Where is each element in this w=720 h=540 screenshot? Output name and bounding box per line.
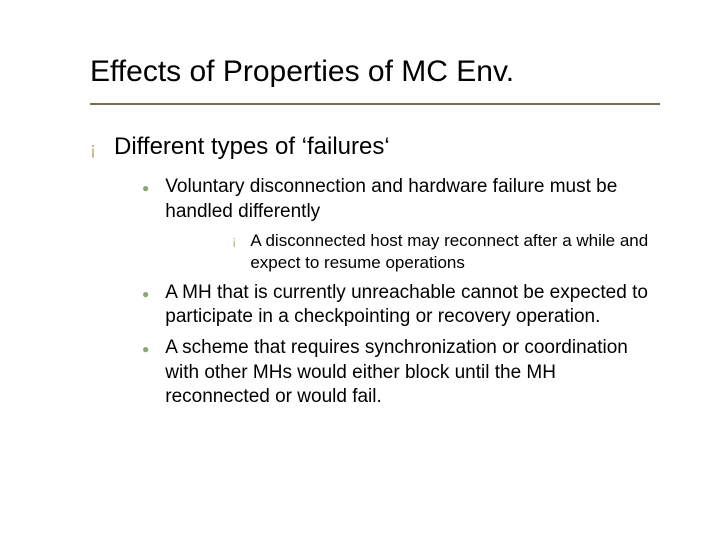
level3-text: A disconnected host may reconnect after …: [250, 230, 660, 274]
circle-bullet-icon: ¡: [90, 133, 96, 165]
dot-bullet-icon: ●: [142, 336, 149, 362]
slide-title: Effects of Properties of MC Env.: [90, 55, 660, 105]
level1-text: Different types of ‘failures‘: [114, 133, 660, 161]
level2-text: A MH that is currently unreachable canno…: [165, 281, 660, 330]
dot-bullet-icon: ●: [142, 175, 149, 201]
level2-text: Voluntary disconnection and hardware fai…: [165, 175, 660, 224]
level3-item: ¡ A disconnected host may reconnect afte…: [232, 230, 660, 274]
dot-bullet-icon: ●: [142, 281, 149, 307]
level2-item: ● Voluntary disconnection and hardware f…: [142, 175, 660, 224]
level2-item: ● A MH that is currently unreachable can…: [142, 281, 660, 330]
circle-bullet-icon: ¡: [232, 230, 236, 252]
level2-item: ● A scheme that requires synchronization…: [142, 336, 660, 410]
slide: Effects of Properties of MC Env. ¡ Diffe…: [0, 0, 720, 540]
level2-list: ● Voluntary disconnection and hardware f…: [142, 175, 660, 410]
level2-text: A scheme that requires synchronization o…: [165, 336, 660, 410]
level1-item: ¡ Different types of ‘failures‘: [90, 133, 660, 165]
level3-list: ¡ A disconnected host may reconnect afte…: [232, 230, 660, 274]
